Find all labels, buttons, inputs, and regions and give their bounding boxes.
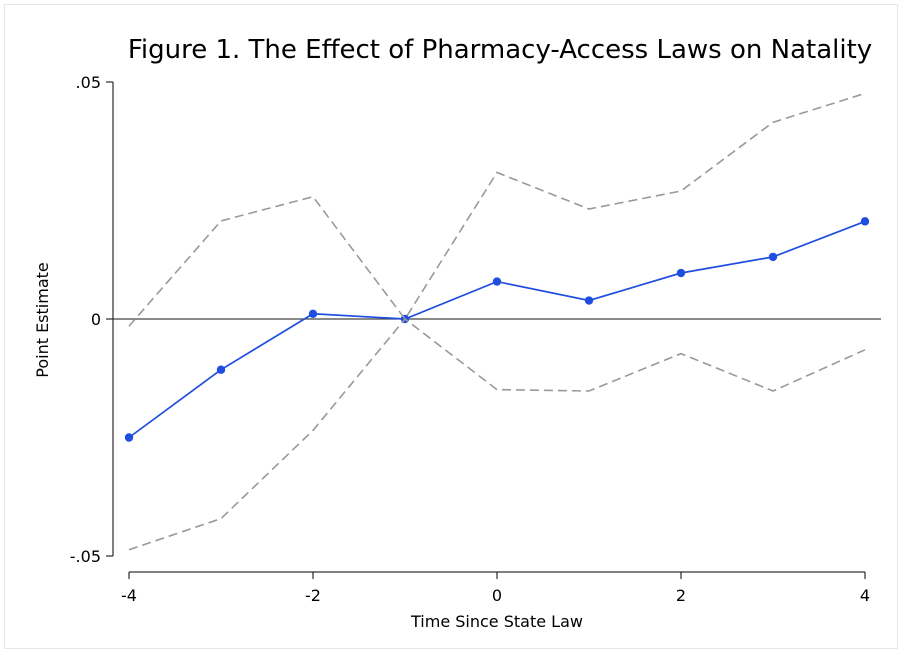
series-line-lower [128, 317, 866, 551]
x-tick-label: -2 [305, 586, 321, 605]
series-point-estimate [768, 252, 778, 262]
x-tick-label: -4 [121, 586, 137, 605]
x-tick-label: 0 [492, 586, 502, 605]
series-line-estimate [128, 220, 866, 439]
series-line-upper [128, 92, 866, 327]
chart-frame [4, 4, 898, 649]
series-point-estimate [676, 268, 686, 278]
y-tick-label: -.05 [70, 547, 101, 566]
x-axis-label: Time Since State Law [410, 612, 583, 631]
plot-area: -.05 0 .05 -4 -2 0 2 4 [70, 73, 881, 605]
x-tick-label: 2 [676, 586, 686, 605]
y-tick-label: .05 [76, 73, 101, 92]
series-point-estimate [584, 296, 594, 305]
series-point-estimate [216, 365, 226, 374]
series-point-estimate [860, 217, 870, 226]
series-point-estimate [308, 309, 318, 318]
x-tick-label: 4 [860, 586, 870, 605]
y-tick-label: 0 [91, 310, 101, 329]
series-point-estimate [492, 277, 502, 286]
chart-title: Figure 1. The Effect of Pharmacy-Access … [128, 35, 872, 65]
series-point-estimate [124, 433, 134, 442]
y-axis-label: Point Estimate [33, 262, 52, 377]
